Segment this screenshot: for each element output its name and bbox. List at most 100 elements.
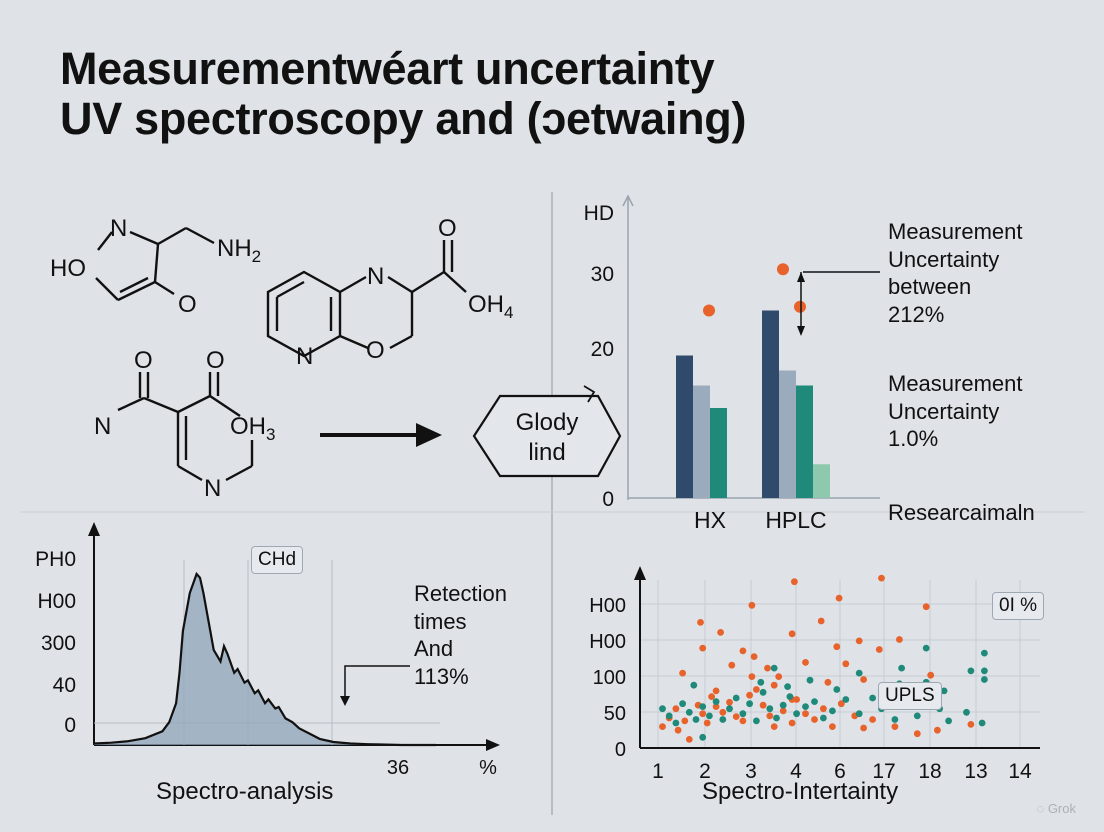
bar-annotation-2: Measurement Uncertainty 1.0% [888, 370, 1023, 453]
m1-o-atom: O [178, 291, 197, 318]
scatter-point [674, 726, 682, 734]
molecule-2 [266, 240, 467, 358]
scatter-point [927, 671, 935, 679]
scatter-point [835, 594, 843, 602]
scatter-point [967, 721, 975, 728]
scatter-point [770, 664, 778, 672]
bar-annotation-2-line: Uncertainty [888, 398, 1000, 424]
scatter-point [855, 669, 863, 677]
scatter-point [779, 701, 787, 709]
scatter-point [922, 603, 930, 611]
scatter-point [945, 717, 952, 725]
scatter-point [699, 703, 707, 710]
peak-annotation-line: times [414, 608, 467, 634]
scatter-point [967, 667, 975, 675]
process-arrow-head [416, 423, 442, 447]
scatter-point [978, 719, 986, 727]
peak-annotation-line: 113% [414, 664, 469, 690]
title-line-2: UV spectroscopy and (ɔetwaing) [60, 93, 747, 145]
scatter-point [829, 723, 836, 730]
scatter-point [802, 710, 809, 718]
scatter-point [699, 710, 707, 718]
scatter-point [748, 673, 756, 680]
scatter-point [757, 678, 765, 686]
scatter-point [753, 717, 760, 725]
scatter-point [806, 676, 814, 684]
scatter-point [712, 703, 720, 710]
bar-uncertainty-arrowhead [797, 272, 805, 282]
title-line-1: Measurementwéart uncertainty [60, 43, 715, 94]
peak-y-tick-label: H00 [37, 590, 76, 613]
scatter-point [726, 705, 733, 713]
bar-annotation-1: Measurement Uncertainty between 212% [888, 218, 1023, 329]
bar [762, 310, 779, 498]
bar [693, 385, 710, 498]
bar-outlier-point [794, 300, 806, 313]
peak-annotation-line: Retection [414, 581, 507, 606]
peak-y-axis-arrow [88, 522, 100, 536]
bar-annotation-2-line: Measurement [888, 371, 1023, 396]
peak-x-axis-arrow [486, 739, 500, 751]
molecule-1 [95, 226, 215, 302]
bar-footer-label: Researcaimaln [888, 500, 1035, 525]
peak-y-tick-label: PH0 [35, 548, 76, 571]
scatter-point [934, 726, 941, 734]
m3-o-left-atom: O [134, 347, 153, 374]
scatter-point [770, 723, 778, 730]
scatter-point [869, 694, 876, 702]
scatter-point [788, 719, 796, 727]
scatter-point [855, 637, 863, 645]
scatter-point [759, 701, 767, 709]
scatter-point [891, 723, 899, 730]
scatter-x-axis-label: Spectro-Intertainty [702, 778, 899, 805]
scatter-x-tick-label: 13 [964, 760, 987, 783]
process-box-line-2: lind [528, 439, 565, 466]
bar [710, 408, 727, 498]
m1-ho-atom: HO [50, 255, 86, 282]
peak-annotation-line: And [414, 636, 454, 662]
scatter-point [842, 696, 850, 703]
scatter-point [712, 687, 720, 695]
scatter-point [817, 617, 825, 625]
peak-annotation-leader [344, 665, 410, 700]
scatter-point [963, 708, 970, 716]
peak-area [94, 574, 436, 745]
scatter-x-tick-label: 3 [745, 760, 757, 783]
scatter-point [739, 647, 747, 655]
scatter-point [703, 719, 711, 727]
peak-line [93, 571, 436, 747]
scatter-point [940, 687, 948, 695]
bar-y-tick-label: 20 [591, 338, 614, 361]
bar [796, 385, 813, 498]
scatter-point [659, 723, 666, 730]
scatter-point [706, 712, 713, 720]
scatter-point [820, 705, 827, 713]
scatter-point [837, 700, 845, 708]
scatter-point [775, 673, 783, 680]
scatter-point [665, 712, 673, 720]
scatter-point [820, 714, 827, 722]
peak-x-axis-label: Spectro-analysis [156, 778, 334, 805]
scatter-point [869, 716, 876, 723]
peak-y-tick-label: 40 [53, 674, 76, 697]
scatter-y-axis-arrow [634, 566, 646, 580]
scatter-point [764, 664, 771, 672]
process-box [472, 394, 622, 478]
scatter-point [739, 710, 747, 718]
bar [813, 464, 830, 498]
scatter-point [679, 700, 686, 708]
m1-nh2-atom: NH2 [217, 235, 261, 266]
peak-annotation: Retection times And 113% [414, 580, 507, 691]
scatter-point [833, 686, 841, 693]
scatter-point [753, 686, 760, 693]
scatter-point [788, 630, 796, 638]
scatter-point [717, 629, 724, 636]
scatter-point [726, 698, 733, 706]
m3-n-bottom-atom: N [204, 475, 221, 502]
scatter-point [690, 681, 698, 689]
molecule-3 [117, 372, 254, 482]
m1-n-atom: N [110, 215, 127, 242]
